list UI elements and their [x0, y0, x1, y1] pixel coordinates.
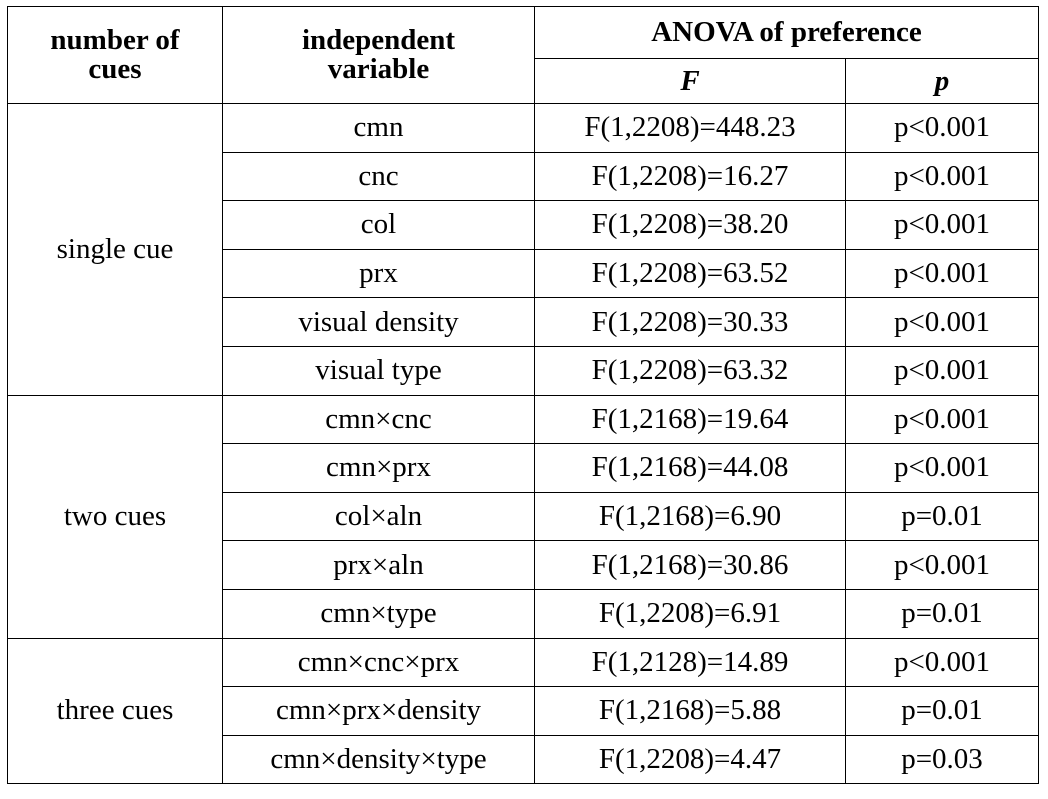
cell-f: F(1,2208)=4.47	[534, 734, 846, 785]
table-row: cnc F(1,2208)=16.27 p<0.001	[8, 151, 1039, 202]
cell-variable: col×aln	[222, 491, 535, 542]
cell-variable: cmn×cnc×prx	[222, 637, 535, 688]
table-row: visual type F(1,2208)=63.32 p<0.001	[8, 345, 1039, 396]
cell-f: F(1,2128)=14.89	[534, 637, 846, 688]
cell-p: p<0.001	[845, 637, 1039, 688]
cell-f: F(1,2168)=6.90	[534, 491, 846, 542]
cell-p: p<0.001	[845, 394, 1039, 445]
header-independent-variable-line2: variable	[327, 53, 430, 85]
group-label-two-cues: two cues	[7, 394, 223, 639]
cell-variable: cmn×prx×density	[222, 686, 535, 736]
cell-f: F(1,2208)=63.32	[534, 345, 846, 396]
header-anova-of-preference: ANOVA of preference	[534, 6, 1039, 59]
table-row: cmn×type F(1,2208)=6.91 p=0.01	[8, 588, 1039, 639]
cell-f: F(1,2208)=38.20	[534, 200, 846, 250]
header-independent-variable-line1: independent	[301, 24, 456, 56]
cell-variable: prx×aln	[222, 540, 535, 590]
cell-f: F(1,2208)=30.33	[534, 297, 846, 347]
table-row: cmn×prx×density F(1,2168)=5.88 p=0.01	[8, 686, 1039, 736]
table-row: prx F(1,2208)=63.52 p<0.001	[8, 248, 1039, 299]
header-p-value: p	[845, 58, 1039, 104]
header-number-of-cues-line1: number of	[50, 24, 180, 56]
header-row-2: F p	[8, 58, 1039, 104]
cell-f: F(1,2208)=63.52	[534, 248, 846, 299]
cell-variable: prx	[222, 248, 535, 299]
group-label-three-cues: three cues	[7, 637, 223, 785]
cell-variable: visual type	[222, 345, 535, 396]
header-number-of-cues-line2: cues	[88, 53, 142, 85]
cell-p: p<0.001	[845, 297, 1039, 347]
cell-p: p<0.001	[845, 443, 1039, 493]
table-row: three cues cmn×cnc×prx F(1,2128)=14.89 p…	[7, 637, 1039, 785]
cell-p: p=0.01	[845, 686, 1039, 736]
cell-p: p=0.01	[845, 588, 1039, 639]
cell-f: F(1,2208)=16.27	[534, 151, 846, 202]
cell-p: p=0.01	[845, 491, 1039, 542]
cell-f: F(1,2168)=5.88	[534, 686, 846, 736]
cell-f: F(1,2168)=30.86	[534, 540, 846, 590]
header-independent-variable: independent variable	[222, 6, 535, 104]
table-row: cmn×prx F(1,2168)=44.08 p<0.001	[8, 443, 1039, 493]
cell-variable: cmn×prx	[222, 443, 535, 493]
table-body: single cue cmn F(1,2208)=448.23 p<0.001 …	[7, 103, 1039, 785]
cell-variable: cnc	[222, 151, 535, 202]
cell-p: p<0.001	[845, 200, 1039, 250]
cell-f: F(1,2208)=6.91	[534, 588, 846, 639]
table-row: col F(1,2208)=38.20 p<0.001	[8, 200, 1039, 250]
anova-table: number of cues independent variable ANOV…	[7, 6, 1039, 785]
table-row: cmn×density×type F(1,2208)=4.47 p=0.03	[8, 734, 1039, 785]
cell-p: p<0.001	[845, 103, 1039, 153]
cell-variable: cmn×type	[222, 588, 535, 639]
group-label-single-cue: single cue	[7, 103, 223, 396]
header-f-statistic: F	[534, 58, 846, 104]
cell-p: p=0.03	[845, 734, 1039, 785]
cell-f: F(1,2168)=44.08	[534, 443, 846, 493]
table-row: col×aln F(1,2168)=6.90 p=0.01	[8, 491, 1039, 542]
header-row-1: number of cues independent variable ANOV…	[7, 6, 1039, 104]
cell-p: p<0.001	[845, 248, 1039, 299]
table-row: prx×aln F(1,2168)=30.86 p<0.001	[8, 540, 1039, 590]
header-number-of-cues: number of cues	[7, 6, 223, 104]
cell-f: F(1,2208)=448.23	[534, 103, 846, 153]
cell-variable: visual density	[222, 297, 535, 347]
cell-p: p<0.001	[845, 151, 1039, 202]
cell-p: p<0.001	[845, 540, 1039, 590]
cell-variable: cmn×density×type	[222, 734, 535, 785]
cell-variable: cmn	[222, 103, 535, 153]
table-row: single cue cmn F(1,2208)=448.23 p<0.001	[7, 103, 1039, 396]
cell-p: p<0.001	[845, 345, 1039, 396]
table-row: two cues cmn×cnc F(1,2168)=19.64 p<0.001	[7, 394, 1039, 639]
cell-variable: col	[222, 200, 535, 250]
table-row: visual density F(1,2208)=30.33 p<0.001	[8, 297, 1039, 347]
cell-variable: cmn×cnc	[222, 394, 535, 445]
cell-f: F(1,2168)=19.64	[534, 394, 846, 445]
